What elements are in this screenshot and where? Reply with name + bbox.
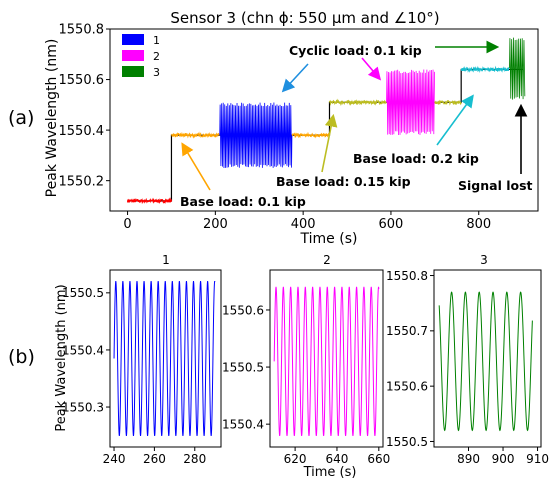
chart-a-arrow-cyclic-2 xyxy=(361,57,382,81)
chart-b3-series-line xyxy=(438,291,533,432)
chart-b1-x-tick-label: 260 xyxy=(143,452,166,466)
chart-b2-x-tick-label: 640 xyxy=(326,452,349,466)
chart-b1-series-line xyxy=(113,281,216,436)
chart-a-x-tick-label: 0 xyxy=(123,217,131,232)
chart-b1: 1 Peak Wavelength (nm) 240 260 280 1550.3 15… xyxy=(54,253,222,466)
chart-a-annotation-cyclic-load: Cyclic load: 0.1 kip xyxy=(289,43,422,58)
chart-a-title: Sensor 3 (chn ϕ: 550 µm and ∠10°) xyxy=(170,9,439,27)
chart-a-legend-label-2: 2 xyxy=(153,50,160,63)
chart-b2-x-axis-label: Time (s) xyxy=(303,465,357,480)
chart-b3: 3 890 900 910 1550.5 1550.6 1550.7 1550.8 xyxy=(386,253,549,466)
chart-b2-plot-frame xyxy=(269,269,384,448)
chart-a-legend-label-3: 3 xyxy=(153,66,160,79)
chart-a-legend-label-1: 1 xyxy=(153,34,160,47)
chart-a-legend: 1 2 3 xyxy=(122,34,160,79)
chart-a-annotation-base-load-01: Base load: 0.1 kip xyxy=(180,194,306,209)
chart-b2-y-tick-label: 1550.4 xyxy=(222,417,264,431)
chart-b1-y-tick-label: 1550.3 xyxy=(62,400,104,414)
chart-a-arrow-cyclic-1 xyxy=(281,63,309,93)
chart-a-series-cyclic-3 xyxy=(509,37,526,100)
chart-b2-x-tick-label: 620 xyxy=(284,452,307,466)
chart-a-x-tick-label: 400 xyxy=(291,217,316,232)
chart-b3-x-tick-label: 890 xyxy=(457,452,480,466)
chart-a-x-axis-label: Time (s) xyxy=(300,231,358,247)
chart-a-y-tick-label: 1550.2 xyxy=(59,174,105,189)
chart-b3-y-tick-label: 1550.6 xyxy=(386,379,428,393)
chart-b2-series-line xyxy=(273,286,380,437)
chart-b3-plot-frame xyxy=(433,269,542,448)
chart-a-y-tick-label: 1550.4 xyxy=(59,124,105,139)
chart-a-y-tick-label: 1550.6 xyxy=(59,73,105,88)
chart-a-legend-swatch-3 xyxy=(122,66,144,77)
chart-a-x-tick-label: 200 xyxy=(203,217,228,232)
chart-a-y-tick-label: 1550.8 xyxy=(59,23,105,38)
chart-a-legend-swatch-1 xyxy=(122,34,144,45)
chart-b3-x-tick-label: 900 xyxy=(492,452,515,466)
chart-a-annotation-base-load-015: Base load: 0.15 kip xyxy=(276,174,411,189)
chart-b2: 2 Time (s) 620 640 660 1550.4 1550.5 1550.6 xyxy=(222,253,390,480)
chart-b1-y-tick-label: 1550.5 xyxy=(62,286,104,300)
chart-b1-x-tick-label: 240 xyxy=(103,452,126,466)
chart-b3-x-tick-label: 910 xyxy=(526,452,549,466)
chart-a-y-axis-label: Peak Wavelength (nm) xyxy=(44,39,60,198)
chart-b1-title: 1 xyxy=(162,253,170,267)
chart-a-series-base-segment xyxy=(328,98,387,107)
chart-a-arrow-base-01 xyxy=(181,142,211,191)
chart-a-plot-frame xyxy=(109,28,539,212)
chart-a-series-base-segment xyxy=(460,65,510,73)
chart-a: Sensor 3 (chn ϕ: 550 µm and ∠10°) Peak W… xyxy=(44,9,539,247)
chart-a-annotation-base-load-02: Base load: 0.2 kip xyxy=(353,151,479,166)
chart-b2-x-tick-label: 660 xyxy=(367,452,390,466)
chart-a-annotation-signal-lost: Signal lost xyxy=(458,178,533,193)
chart-a-series-base-segment xyxy=(171,131,220,139)
chart-b1-y-tick-label: 1550.4 xyxy=(62,343,104,357)
chart-b1-plot-frame xyxy=(109,269,222,448)
chart-a-series-cyclic-1 xyxy=(219,102,293,168)
chart-b1-x-tick-label: 280 xyxy=(183,452,206,466)
chart-b3-y-tick-label: 1550.5 xyxy=(386,435,428,449)
chart-a-x-tick-label: 800 xyxy=(466,217,491,232)
chart-b3-y-tick-label: 1550.7 xyxy=(386,324,428,338)
chart-a-x-tick-label: 600 xyxy=(379,217,404,232)
chart-b3-y-tick-label: 1550.8 xyxy=(386,269,428,283)
chart-a-arrow-base-02 xyxy=(436,94,474,146)
chart-b2-title: 2 xyxy=(323,253,331,267)
panel-a-label: (a) xyxy=(8,107,34,129)
chart-a-series-base-segment xyxy=(126,197,173,205)
chart-a-legend-swatch-2 xyxy=(122,50,144,61)
chart-a-series-base-segment xyxy=(434,99,462,106)
chart-b2-y-tick-label: 1550.5 xyxy=(222,360,264,374)
chart-b2-y-tick-label: 1550.6 xyxy=(222,303,264,317)
chart-a-series-base-segment xyxy=(291,131,330,139)
chart-b3-title: 3 xyxy=(480,253,488,267)
chart-a-series-cyclic-2 xyxy=(386,69,435,135)
chart-b1-y-axis-label: Peak Wavelength (nm) xyxy=(54,284,69,431)
chart-a-arrow-base-015 xyxy=(321,113,338,173)
panel-b-label: (b) xyxy=(8,346,35,368)
